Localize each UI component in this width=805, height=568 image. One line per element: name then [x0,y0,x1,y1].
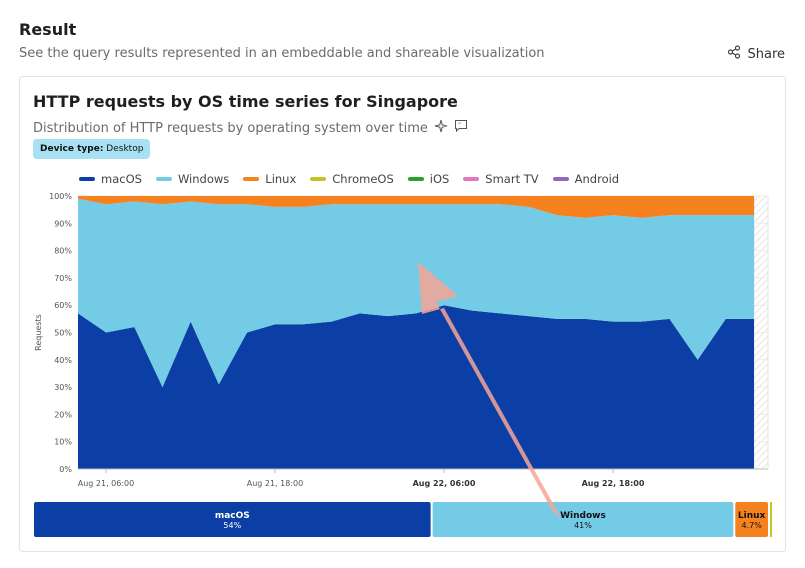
legend-item-windows[interactable]: Windows [155,172,230,186]
badge-key: Device type: [40,144,104,154]
legend-swatch [407,177,424,181]
chart-title: HTTP requests by OS time series for Sing… [33,92,458,111]
legend-swatch [310,177,327,181]
result-title: Result [19,20,77,39]
y-tick-label: 20% [54,410,72,419]
y-tick-label: 70% [54,274,72,283]
legend-swatch [79,177,95,181]
chart-subtitle: Distribution of HTTP requests by operati… [33,119,468,137]
series-area-macos [78,305,754,469]
total-segment-other [770,502,772,537]
legend-swatch [552,177,569,181]
legend-label: ChromeOS [332,172,394,186]
legend-label: iOS [429,172,450,186]
badge-value: Desktop [106,144,144,154]
x-tick-label: Aug 21, 06:00 [78,479,134,488]
y-tick-label: 60% [54,301,72,310]
legend-label: macOS [101,172,142,186]
x-tick-label: Aug 22, 18:00 [582,479,645,488]
series-area-windows [78,198,754,388]
y-tick-label: 50% [54,329,72,338]
comment-icon[interactable]: ” [454,119,468,137]
legend-item-android[interactable]: Android [552,172,620,186]
legend-label: Smart TV [485,172,539,186]
sparkle-icon[interactable] [434,119,448,137]
legend-item-ios[interactable]: iOS [407,172,450,186]
legend-swatch [243,177,260,181]
legend-label: Linux [265,172,297,186]
device-type-badge: Device type: Desktop [33,139,151,159]
legend-swatch [463,177,480,181]
chart-legend: macOS Windows Linux ChromeOS iOS Smart TV Andr… [79,172,619,186]
y-tick-label: 30% [54,383,72,392]
total-segment-value: 54% [223,521,241,530]
legend-item-linux[interactable]: Linux [243,172,296,186]
x-tick-label: Aug 21, 18:00 [247,479,303,488]
total-segment-value: 4.7% [741,521,762,530]
total-segment-windows [432,502,734,537]
y-tick-label: 80% [54,247,72,256]
total-segment-macos [34,502,431,537]
y-axis-label: Requests [34,314,43,351]
total-segment-name: Linux [738,511,766,521]
y-tick-label: 100% [49,192,72,201]
total-segment-name: Windows [560,511,606,521]
total-segment-name: macOS [215,511,250,521]
x-tick-label: Aug 22, 06:00 [413,479,476,488]
legend-swatch [155,177,172,181]
share-label: Share [747,46,785,62]
total-segment-value: 41% [574,521,592,530]
y-tick-label: 40% [54,356,72,365]
legend-item-macos[interactable]: macOS [79,172,142,186]
legend-item-smart-tv[interactable]: Smart TV [463,172,539,186]
y-tick-label: 90% [54,219,72,228]
legend-item-chromeos[interactable]: ChromeOS [310,172,394,186]
legend-label: Windows [177,172,230,186]
chart-subtitle-text: Distribution of HTTP requests by operati… [33,120,428,136]
result-subtitle: See the query results represented in an … [19,46,545,61]
y-tick-label: 10% [54,438,72,447]
total-segment-linux [735,502,768,537]
share-button[interactable]: Share [727,45,785,63]
series-area-linux [78,196,754,218]
svg-text:”: ” [458,122,461,129]
y-tick-label: 0% [59,465,72,474]
annotation-arrow [418,262,561,518]
share-icon [727,45,741,63]
legend-label: Android [574,172,620,186]
